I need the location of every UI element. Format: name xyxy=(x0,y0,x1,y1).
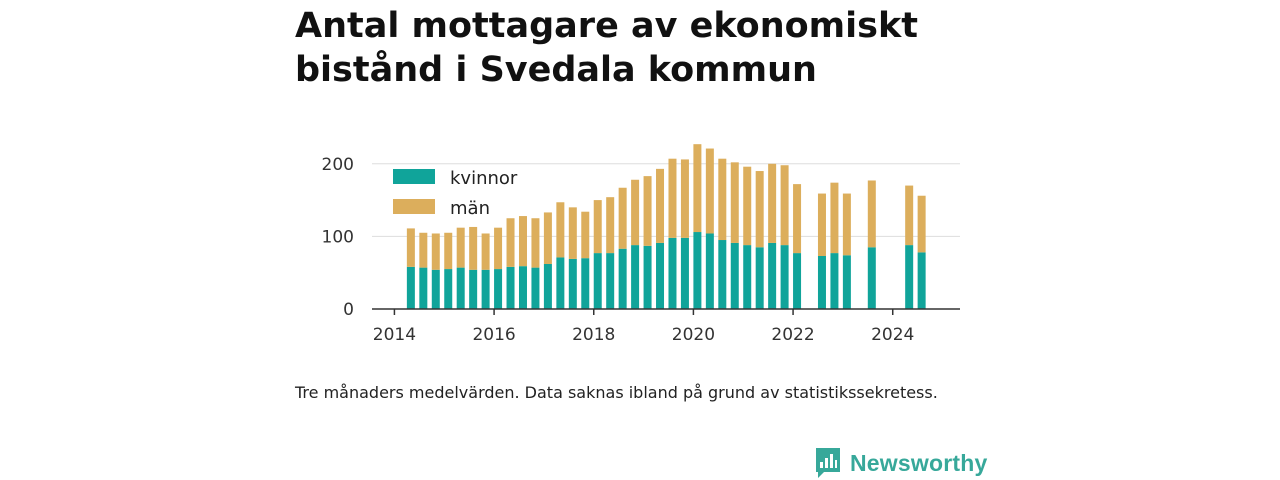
x-tick-label: 2016 xyxy=(472,325,515,345)
bar-man xyxy=(593,200,602,254)
bar-kvinnor xyxy=(581,258,590,309)
bar-man xyxy=(718,158,727,241)
bar-man xyxy=(743,166,752,246)
x-tick-label: 2020 xyxy=(672,325,715,345)
bar-man xyxy=(768,163,777,243)
bar-man xyxy=(419,232,428,268)
bar-kvinnor xyxy=(917,252,926,309)
bar-kvinnor xyxy=(431,269,440,309)
bar-man xyxy=(830,182,839,254)
bar-man xyxy=(867,180,876,248)
bar-kvinnor xyxy=(656,242,665,309)
bar-man xyxy=(755,171,764,248)
bar-man xyxy=(643,176,652,246)
bar-kvinnor xyxy=(593,253,602,309)
y-tick-label: 0 xyxy=(343,300,354,320)
bar-man xyxy=(469,226,478,270)
legend-label: män xyxy=(450,198,490,219)
bar-kvinnor xyxy=(531,267,540,309)
newsworthy-logo-icon xyxy=(816,448,840,478)
bar-kvinnor xyxy=(494,269,503,309)
bar-man xyxy=(693,144,702,233)
bar-kvinnor xyxy=(905,245,914,309)
bar-kvinnor xyxy=(817,255,826,309)
bar-kvinnor xyxy=(506,266,515,309)
bar-kvinnor xyxy=(730,242,739,309)
bar-kvinnor xyxy=(718,240,727,309)
bar-man xyxy=(543,212,552,264)
brand-name: Newsworthy xyxy=(850,449,988,476)
bar-kvinnor xyxy=(680,237,689,309)
bar-kvinnor xyxy=(668,237,677,309)
bar-kvinnor xyxy=(842,255,851,309)
x-tick-label: 2018 xyxy=(572,325,615,345)
bar-man xyxy=(905,185,914,246)
bar-kvinnor xyxy=(406,266,415,309)
bar-kvinnor xyxy=(543,263,552,309)
bar-man xyxy=(406,228,415,267)
bar-man xyxy=(556,202,565,258)
bar-kvinnor xyxy=(556,257,565,309)
bar-man xyxy=(568,207,577,259)
bar-kvinnor xyxy=(867,247,876,309)
bar-kvinnor xyxy=(631,245,640,309)
bar-man xyxy=(481,233,490,270)
bar-kvinnor xyxy=(419,267,428,309)
bar-kvinnor xyxy=(481,269,490,309)
bar-kvinnor xyxy=(518,266,527,309)
bar-man xyxy=(842,193,851,256)
bar-man xyxy=(581,211,590,259)
bar-man xyxy=(793,184,802,254)
newsworthy-brand[interactable]: Newsworthy xyxy=(814,446,987,480)
bar-man xyxy=(456,227,465,268)
bar-man xyxy=(506,218,515,267)
bar-kvinnor xyxy=(780,245,789,309)
bar-kvinnor xyxy=(743,245,752,309)
bar-kvinnor xyxy=(830,253,839,309)
bar-man xyxy=(631,179,640,246)
bars xyxy=(406,144,926,309)
bar-chart: 0 100 200 2014 2016 2018 2020 2022 2024 kvinnor m… xyxy=(322,144,960,345)
bar-man xyxy=(780,165,789,246)
bar-kvinnor xyxy=(606,253,615,309)
bar-man xyxy=(730,162,739,243)
bar-man xyxy=(680,159,689,238)
legend-swatch-man xyxy=(393,199,435,214)
y-tick-label: 100 xyxy=(322,227,354,247)
bar-man xyxy=(668,158,677,238)
legend: kvinnor män xyxy=(393,168,518,219)
bar-man xyxy=(618,187,627,249)
legend-swatch-kvinnor xyxy=(393,169,435,184)
bar-kvinnor xyxy=(444,269,453,309)
bar-kvinnor xyxy=(693,232,702,309)
bar-kvinnor xyxy=(793,253,802,309)
bar-man xyxy=(817,193,826,256)
x-tick-label: 2014 xyxy=(373,325,416,345)
bar-kvinnor xyxy=(755,247,764,309)
x-tick-label: 2024 xyxy=(871,325,914,345)
bar-man xyxy=(444,232,453,270)
bar-kvinnor xyxy=(643,245,652,309)
bar-kvinnor xyxy=(469,269,478,309)
bar-man xyxy=(705,148,714,234)
bar-man xyxy=(606,197,615,254)
bar-kvinnor xyxy=(568,258,577,309)
bar-kvinnor xyxy=(618,248,627,309)
bar-man xyxy=(917,195,926,253)
bar-man xyxy=(494,227,503,270)
axes: 0 100 200 2014 2016 2018 2020 2022 2024 xyxy=(322,155,960,345)
chart-caption: Tre månaders medelvärden. Data saknas ib… xyxy=(295,383,938,402)
bar-man xyxy=(656,168,665,243)
chart-title: Antal mottagare av ekonomiskt bistånd i … xyxy=(295,6,918,90)
bar-man xyxy=(518,216,527,267)
bar-man xyxy=(431,233,440,270)
legend-label: kvinnor xyxy=(450,168,518,189)
bar-kvinnor xyxy=(768,242,777,309)
bar-kvinnor xyxy=(705,233,714,309)
x-tick-label: 2022 xyxy=(771,325,814,345)
bar-man xyxy=(531,218,540,268)
y-tick-label: 200 xyxy=(322,155,354,175)
bar-kvinnor xyxy=(456,267,465,309)
